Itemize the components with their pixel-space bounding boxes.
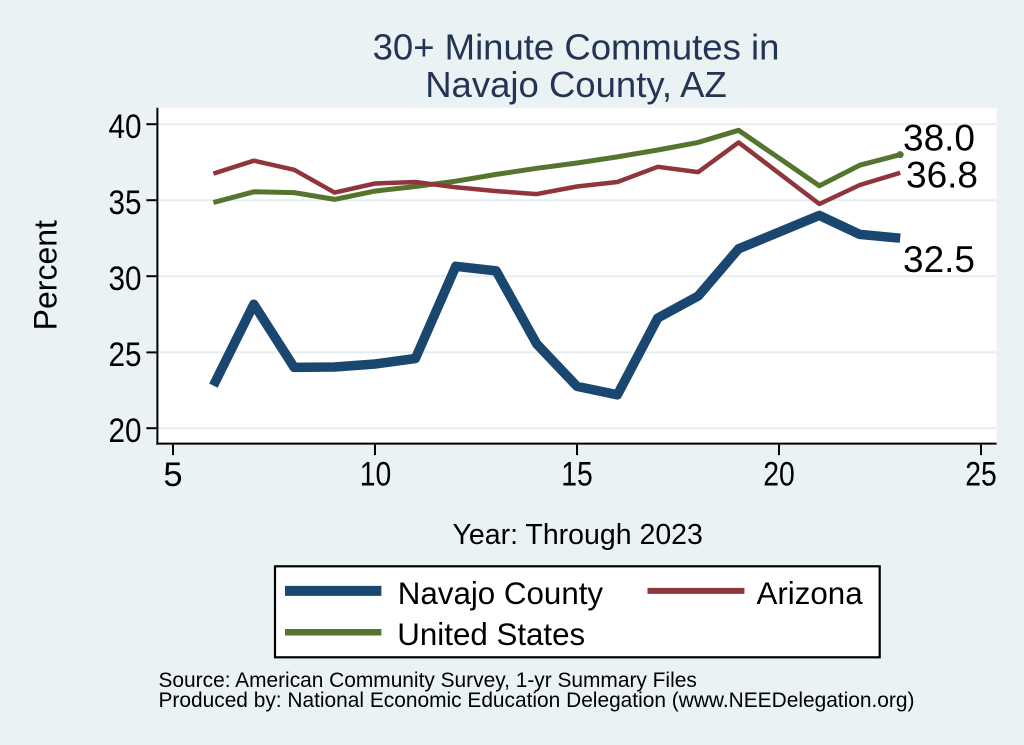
svg-text:United States: United States: [397, 617, 585, 652]
svg-text:40: 40: [109, 108, 142, 146]
svg-text:30+ Minute Commutes in: 30+ Minute Commutes in: [373, 27, 780, 68]
svg-text:Year: Through 2023: Year: Through 2023: [453, 519, 703, 551]
svg-text:20: 20: [763, 456, 795, 494]
svg-text:38.0: 38.0: [903, 118, 975, 159]
svg-text:36.8: 36.8: [906, 155, 978, 196]
svg-text:Source: American Community Sur: Source: American Community Survey, 1-yr …: [159, 669, 697, 692]
svg-text:30: 30: [109, 260, 142, 298]
svg-text:15: 15: [561, 456, 593, 494]
svg-text:Percent: Percent: [28, 220, 64, 330]
svg-text:Produced by: National Economic: Produced by: National Economic Education…: [159, 689, 915, 712]
svg-text:10: 10: [360, 456, 392, 494]
svg-text:Navajo County, AZ: Navajo County, AZ: [425, 64, 727, 105]
svg-text:Navajo County: Navajo County: [398, 576, 604, 611]
svg-text:32.5: 32.5: [903, 239, 975, 280]
svg-text:Arizona: Arizona: [757, 576, 864, 611]
svg-text:35: 35: [109, 184, 142, 222]
svg-text:25: 25: [109, 336, 142, 374]
svg-text:20: 20: [109, 412, 142, 450]
svg-text:25: 25: [965, 456, 997, 494]
svg-text:5: 5: [163, 456, 182, 494]
